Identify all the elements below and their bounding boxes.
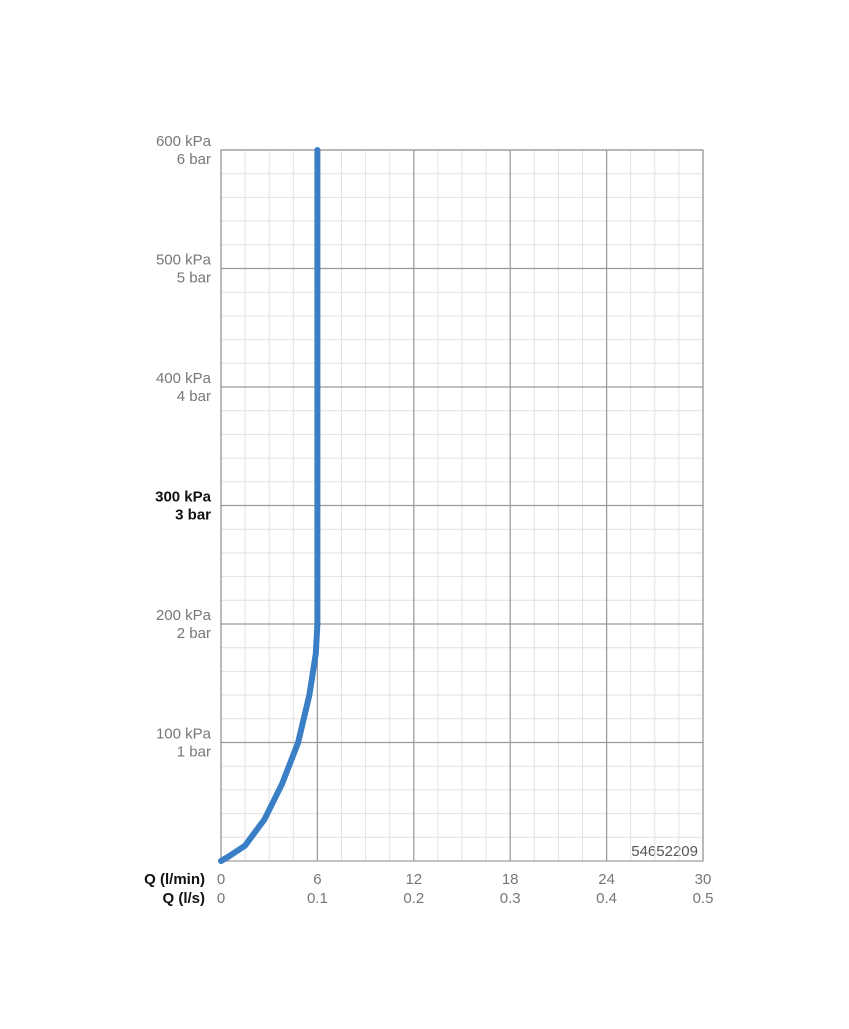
x-tick-label: 30	[695, 871, 712, 888]
x2-tick-label: 0.4	[596, 890, 617, 907]
x-tick-label: 12	[405, 871, 422, 888]
y2-tick-label: 2 bar	[177, 625, 211, 642]
x-tick-label: 18	[502, 871, 519, 888]
y-tick-label: 400 kPa	[156, 370, 212, 387]
x2-tick-label: 0.5	[693, 890, 714, 907]
x-tick-label: 24	[598, 871, 615, 888]
x2-tick-label: 0.1	[307, 890, 328, 907]
y-tick-label: 100 kPa	[156, 725, 212, 742]
plot-frame	[220, 149, 704, 862]
x2-tick-label: 0.2	[403, 890, 424, 907]
y2-tick-label: 6 bar	[177, 151, 211, 168]
x2-tick-label: 0.3	[500, 890, 521, 907]
y2-tick-label: 3 bar	[175, 506, 211, 523]
data-line	[218, 147, 321, 864]
y-tick-label: 600 kPa	[156, 133, 212, 150]
y2-tick-label: 4 bar	[177, 388, 211, 405]
x-tick-label: 0	[217, 871, 225, 888]
x-tick-label: 6	[313, 871, 321, 888]
y2-tick-label: 1 bar	[177, 743, 211, 760]
x2-tick-label: 0	[217, 890, 225, 907]
y2-tick-label: 5 bar	[177, 269, 211, 286]
y-tick-label: 200 kPa	[156, 607, 212, 624]
x2-axis-label: Q (l/s)	[162, 890, 205, 907]
y-tick-label: 300 kPa	[155, 488, 212, 505]
annotation: 54652209	[631, 843, 698, 860]
y-tick-label: 500 kPa	[156, 251, 212, 268]
x-axis-label: Q (l/min)	[144, 871, 205, 888]
